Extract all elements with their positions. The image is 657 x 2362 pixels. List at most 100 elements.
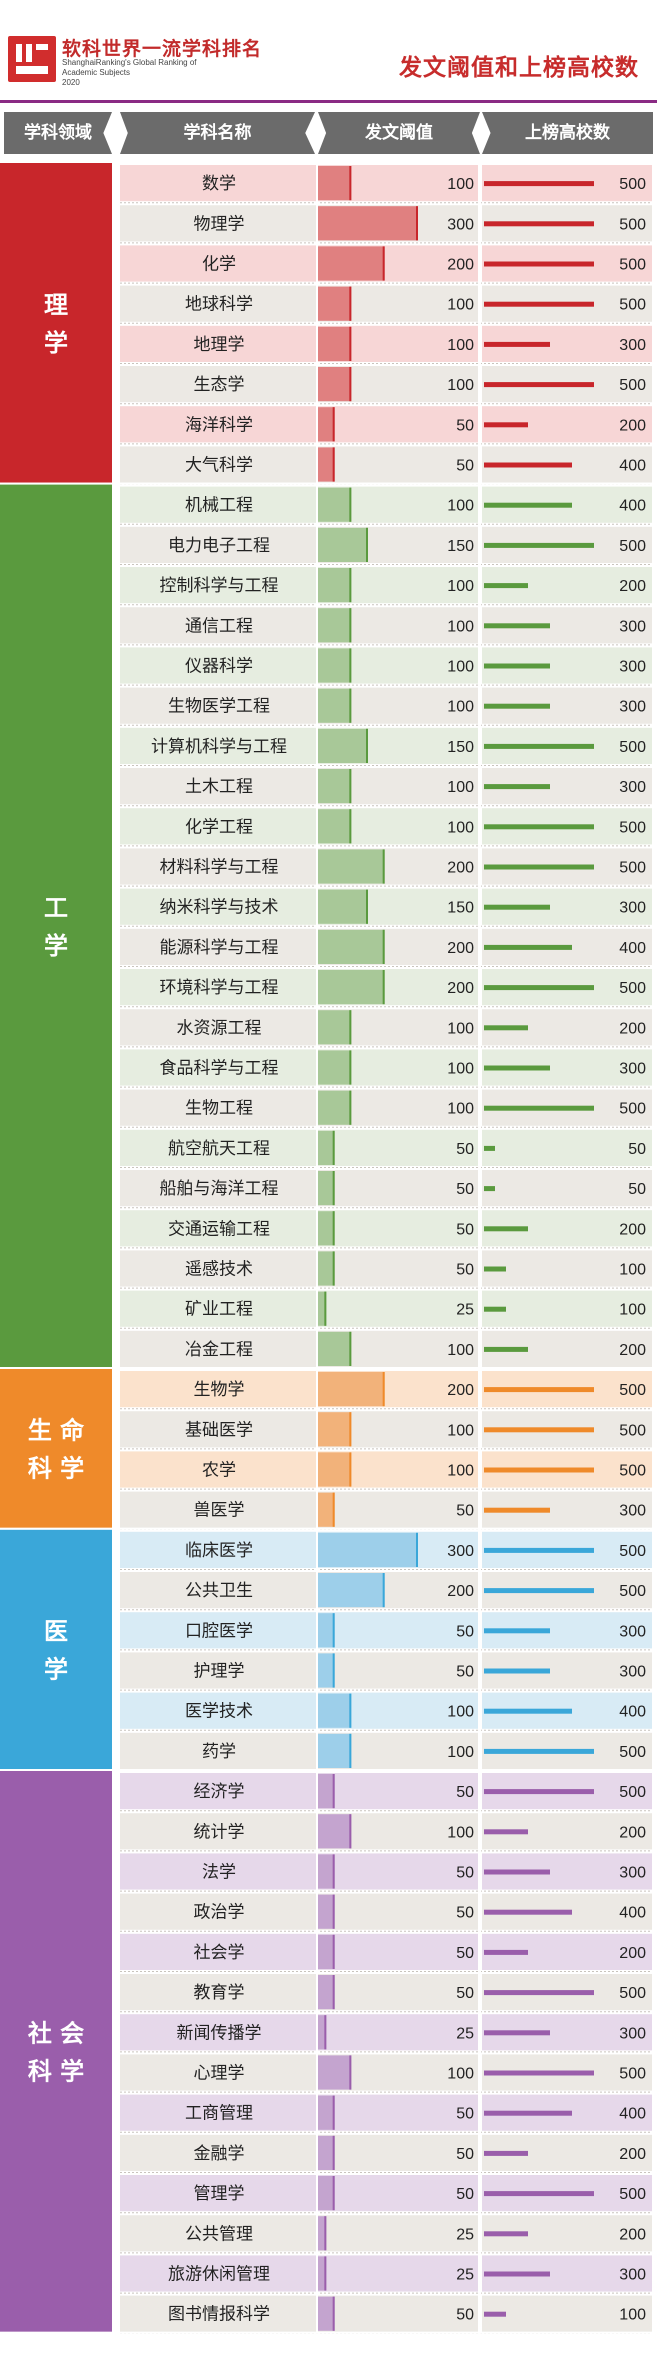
threshold-label: 100 bbox=[447, 1422, 474, 1439]
threshold-label: 200 bbox=[447, 1583, 474, 1600]
row-name-bg bbox=[120, 2134, 318, 2171]
field-block bbox=[0, 1529, 112, 1769]
threshold-bar-edge bbox=[332, 1894, 335, 1929]
schools-label: 400 bbox=[619, 2106, 646, 2123]
schools-label: 300 bbox=[619, 2267, 646, 2284]
schools-label: 500 bbox=[619, 860, 646, 877]
threshold-bar-edge bbox=[324, 2256, 327, 2291]
threshold-label: 50 bbox=[456, 1141, 474, 1158]
row-name-bg bbox=[120, 1049, 318, 1086]
threshold-bar bbox=[318, 1975, 335, 2010]
threshold-bar-edge bbox=[349, 1090, 352, 1125]
field-block bbox=[0, 484, 112, 1368]
schools-bar bbox=[484, 703, 550, 709]
subject-name: 生物学 bbox=[194, 1380, 245, 1400]
subject-name: 化学 bbox=[202, 255, 236, 275]
threshold-label: 50 bbox=[456, 1784, 474, 1801]
schools-bar bbox=[484, 2271, 550, 2277]
row-threshold-bg bbox=[318, 1290, 478, 1327]
threshold-label: 50 bbox=[456, 2106, 474, 2123]
row-threshold-bg bbox=[318, 1170, 478, 1207]
subject-name: 管理学 bbox=[194, 2184, 245, 2204]
schools-label: 200 bbox=[619, 578, 646, 595]
subject-name: 食品科学与工程 bbox=[160, 1059, 279, 1079]
threshold-bar-edge bbox=[416, 1532, 418, 1567]
schools-bar bbox=[484, 1507, 550, 1513]
threshold-label: 100 bbox=[447, 779, 474, 796]
threshold-label: 150 bbox=[447, 900, 474, 917]
threshold-bar bbox=[318, 1573, 385, 1608]
row-threshold-bg bbox=[318, 1974, 478, 2011]
threshold-label: 25 bbox=[456, 2025, 474, 2042]
threshold-bar-edge bbox=[324, 2015, 327, 2050]
subject-name: 生态学 bbox=[194, 375, 245, 395]
threshold-label: 100 bbox=[447, 1020, 474, 1037]
schools-bar bbox=[484, 944, 572, 950]
row-name-bg bbox=[120, 1531, 318, 1568]
threshold-bar bbox=[318, 206, 418, 241]
threshold-label: 100 bbox=[447, 618, 474, 635]
subject-name: 生物医学工程 bbox=[168, 697, 270, 717]
threshold-bar bbox=[318, 1291, 327, 1326]
threshold-bar bbox=[318, 1171, 335, 1206]
threshold-bar-edge bbox=[349, 1693, 352, 1728]
schools-bar bbox=[484, 743, 594, 749]
schools-label: 300 bbox=[619, 699, 646, 716]
threshold-label: 100 bbox=[447, 2066, 474, 2083]
threshold-bar-edge bbox=[332, 1975, 335, 2010]
threshold-bar bbox=[318, 929, 385, 964]
row-name-bg bbox=[120, 446, 318, 483]
subject-name: 社会学 bbox=[194, 1943, 245, 1963]
threshold-bar-edge bbox=[332, 407, 335, 442]
row-name-bg bbox=[120, 526, 318, 563]
field-block bbox=[0, 1369, 112, 1528]
subject-name: 环境科学与工程 bbox=[160, 978, 279, 998]
threshold-bar-edge bbox=[349, 648, 352, 683]
subject-name: 农学 bbox=[202, 1461, 236, 1481]
threshold-label: 100 bbox=[447, 498, 474, 515]
threshold-bar-edge bbox=[366, 728, 368, 763]
threshold-bar-edge bbox=[349, 568, 352, 603]
row-schools-bg bbox=[482, 1290, 652, 1327]
threshold-label: 100 bbox=[447, 297, 474, 314]
threshold-bar bbox=[318, 2015, 327, 2050]
threshold-label: 50 bbox=[456, 458, 474, 475]
schools-label: 300 bbox=[619, 779, 646, 796]
schools-label: 400 bbox=[619, 498, 646, 515]
shanghairanking-logo bbox=[8, 36, 56, 82]
row-name-bg bbox=[120, 848, 318, 885]
threshold-bar bbox=[318, 2216, 327, 2251]
threshold-bar bbox=[318, 2176, 335, 2211]
threshold-label: 50 bbox=[456, 1865, 474, 1882]
threshold-bar-edge bbox=[332, 2095, 335, 2130]
schools-label: 500 bbox=[619, 819, 646, 836]
subject-name: 化学工程 bbox=[185, 817, 253, 837]
row-schools-bg bbox=[482, 1129, 652, 1166]
threshold-bar-edge bbox=[366, 889, 368, 924]
threshold-bar bbox=[318, 447, 335, 482]
subject-name: 金融学 bbox=[194, 2144, 245, 2164]
subject-name: 物理学 bbox=[194, 214, 245, 234]
schools-label: 300 bbox=[619, 1061, 646, 1078]
schools-label: 100 bbox=[619, 1302, 646, 1319]
schools-label: 500 bbox=[619, 1463, 646, 1480]
schools-bar bbox=[484, 221, 594, 227]
threshold-bar-edge bbox=[332, 1613, 335, 1648]
row-name-bg bbox=[120, 768, 318, 805]
row-name-bg bbox=[120, 2295, 318, 2332]
threshold-bar-edge bbox=[349, 166, 352, 201]
threshold-bar-edge bbox=[349, 367, 352, 402]
subject-name: 数学 bbox=[202, 174, 236, 194]
subject-name: 仪器科学 bbox=[185, 657, 253, 677]
schools-label: 200 bbox=[619, 1945, 646, 1962]
threshold-bar bbox=[318, 1452, 352, 1487]
subject-name: 教育学 bbox=[194, 1983, 245, 2003]
threshold-bar-edge bbox=[416, 206, 418, 241]
schools-label: 500 bbox=[619, 216, 646, 233]
schools-bar bbox=[484, 462, 572, 468]
threshold-bar bbox=[318, 1774, 335, 1809]
schools-bar bbox=[484, 542, 594, 548]
row-name-bg bbox=[120, 1933, 318, 1970]
row-name-bg bbox=[120, 808, 318, 845]
